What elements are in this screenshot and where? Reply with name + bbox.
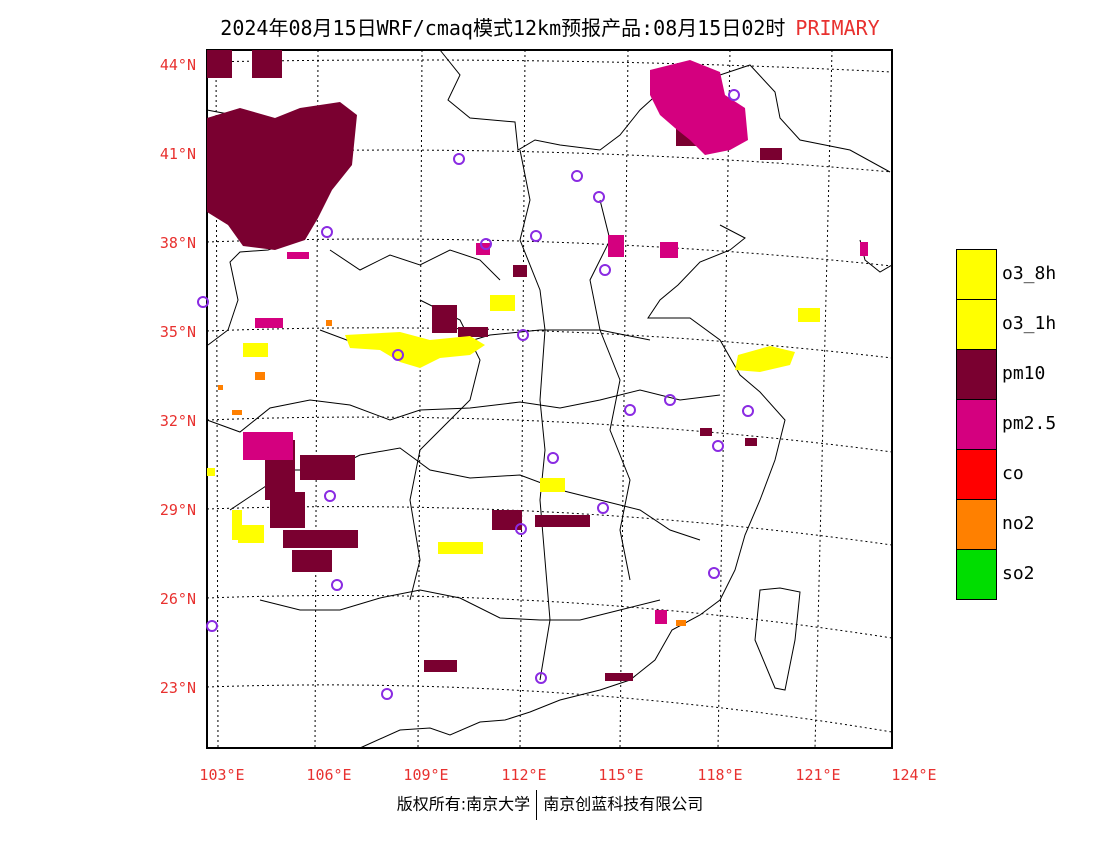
lon-label-112: 112°E	[501, 766, 547, 784]
lat-label-32: 32°N	[159, 412, 196, 430]
legend-swatch	[956, 299, 997, 350]
legend-label: o3_1h	[1002, 313, 1057, 334]
footer-copyright: 版权所有:南京大学	[396, 794, 531, 814]
lon-label-106: 106°E	[306, 766, 352, 784]
no2-areas	[218, 320, 686, 626]
legend-swatch	[956, 449, 997, 500]
lon-label-118: 118°E	[697, 766, 743, 784]
legend-swatch	[956, 249, 997, 300]
legend-label: pm10	[1002, 363, 1046, 384]
lon-label-109: 109°E	[403, 766, 449, 784]
o3-areas	[207, 295, 820, 554]
station-markers	[197, 89, 754, 700]
legend-swatch	[956, 549, 997, 600]
lat-label-41: 41°N	[159, 145, 196, 163]
lat-label-44: 44°N	[159, 56, 196, 74]
footer-company: 南京创蓝科技有限公司	[543, 794, 704, 814]
title-tag: PRIMARY	[795, 16, 880, 40]
legend-label: pm2.5	[1002, 413, 1057, 434]
lat-label-26: 26°N	[159, 590, 196, 608]
legend-label: co	[1002, 463, 1024, 484]
legend-label: so2	[1002, 563, 1035, 584]
pm25-areas	[243, 60, 868, 624]
lon-label-115: 115°E	[598, 766, 644, 784]
lat-label-29: 29°N	[159, 501, 196, 519]
legend-swatch	[956, 499, 997, 550]
lon-label-121: 121°E	[795, 766, 841, 784]
lat-label-38: 38°N	[159, 234, 196, 252]
footer-separator	[536, 790, 538, 820]
lat-label-23: 23°N	[159, 679, 196, 697]
legend-swatch	[956, 349, 997, 400]
legend-label: o3_8h	[1002, 263, 1057, 284]
legend-swatch	[956, 399, 997, 450]
map-title: 2024年08月15日WRF/cmaq模式12km预报产品:08月15日02时 P…	[0, 12, 1100, 41]
copyright-footer: 版权所有:南京大学 南京创蓝科技有限公司	[0, 790, 1100, 820]
lon-label-103: 103°E	[199, 766, 245, 784]
lon-label-124: 124°E	[891, 766, 937, 784]
legend-label: no2	[1002, 513, 1035, 534]
title-text: 2024年08月15日WRF/cmaq模式12km预报产品:08月15日02时	[220, 16, 786, 40]
boundaries	[206, 49, 893, 749]
lat-label-35: 35°N	[159, 323, 196, 341]
